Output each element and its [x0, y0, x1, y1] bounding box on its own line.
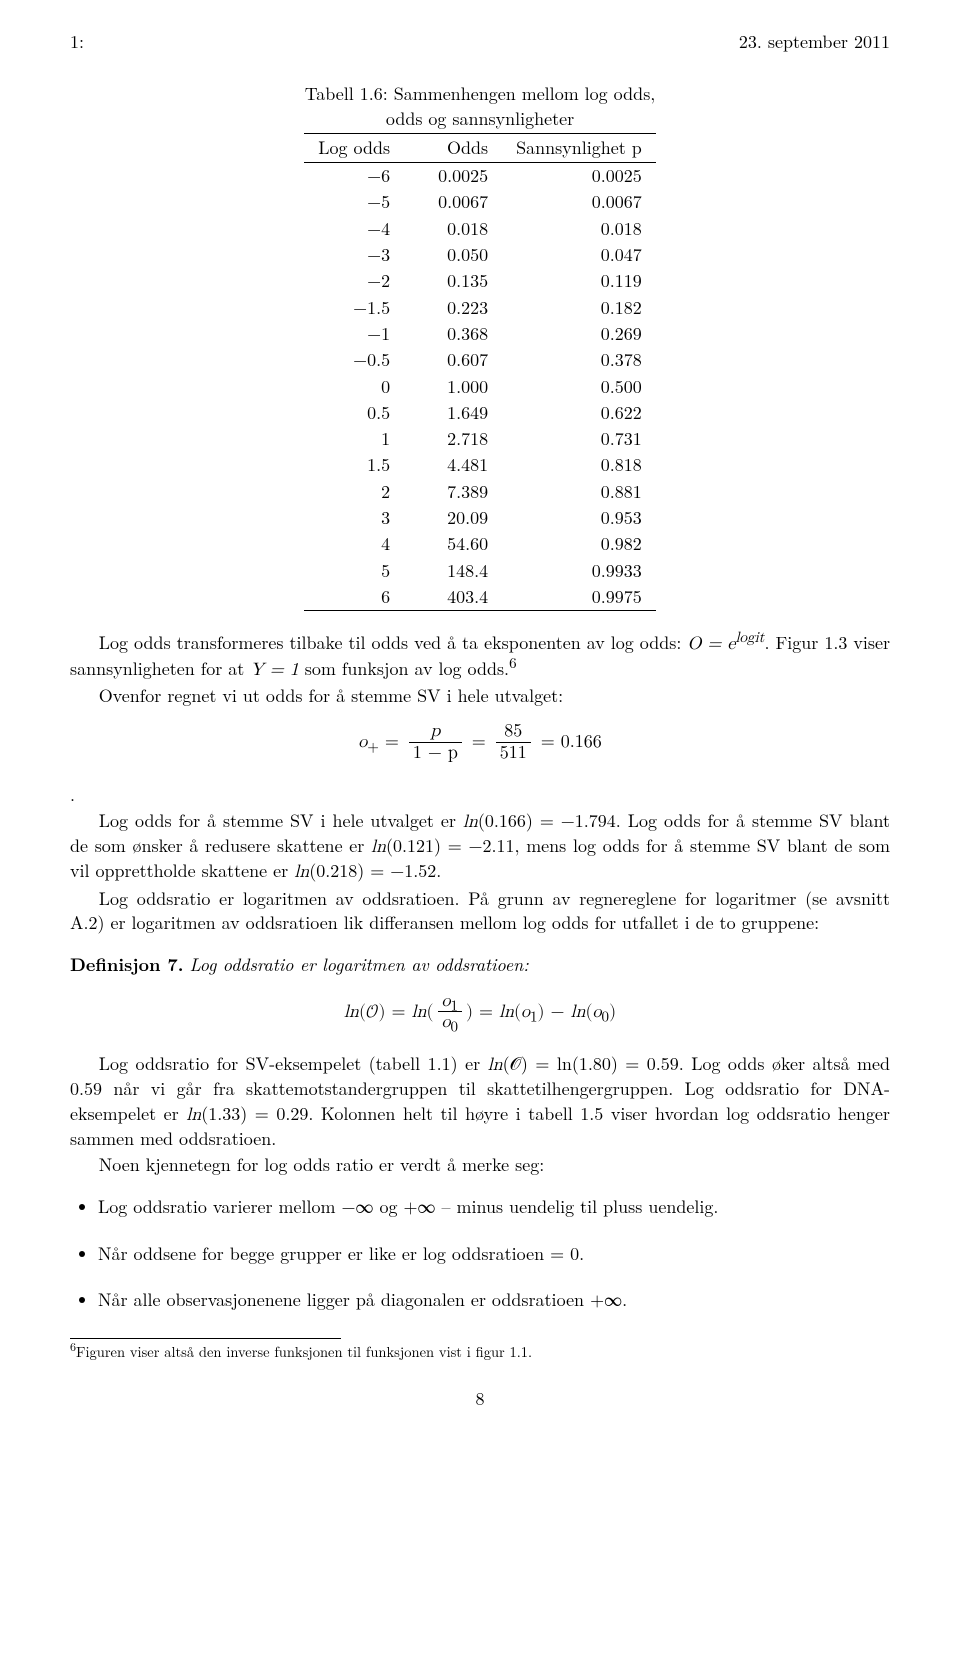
col-logodds: Log odds [304, 133, 404, 162]
table-cell: 403.4 [404, 584, 502, 611]
table-cell: 0.500 [502, 374, 656, 400]
paragraph-ovenfor: Ovenfor regnet vi ut odds for å stemme S… [70, 684, 890, 708]
list-item: Når oddsene for begge grupper er like er… [98, 1242, 890, 1266]
table-row: 6403.40.9975 [304, 584, 656, 611]
paragraph-sv-example: Log oddsratio for SV-eksempelet (tabell … [70, 1052, 890, 1151]
table-cell: −6 [304, 163, 404, 190]
table-cell: 4 [304, 531, 404, 557]
table-cell: −2 [304, 268, 404, 294]
table-cell: 0.018 [404, 216, 502, 242]
table-cell: 1.5 [304, 452, 404, 478]
paragraph-logodds-sv: Log odds for å stemme SV i hele utvalget… [70, 809, 890, 885]
footnote-6: 6Figuren viser altså den inverse funksjo… [70, 1343, 890, 1363]
table-cell: 1 [304, 426, 404, 452]
paragraph-logoddsratio: Log oddsratio er logaritmen av oddsratio… [70, 887, 890, 936]
table-cell: 2.718 [404, 426, 502, 452]
paragraph-kjennetegn: Noen kjennetegn for log odds ratio er ve… [70, 1153, 890, 1177]
paragraph-transform: Log odds transformeres tilbake til odds … [70, 631, 890, 682]
table-cell: −1.5 [304, 295, 404, 321]
table-row: −0.50.6070.378 [304, 347, 656, 373]
table-cell: 0.135 [404, 268, 502, 294]
table-cell: 0.378 [502, 347, 656, 373]
table-cell: 0.0067 [404, 189, 502, 215]
table-cell: 5 [304, 558, 404, 584]
table-cell: −4 [304, 216, 404, 242]
table-cell: 4.481 [404, 452, 502, 478]
table-row: 1.54.4810.818 [304, 452, 656, 478]
table-caption: Tabell 1.6: Sammenhengen mellom log odds… [304, 82, 656, 133]
footnote-rule [70, 1338, 341, 1339]
table-row: −20.1350.119 [304, 268, 656, 294]
list-item: Log oddsratio varierer mellom −∞ og +∞ –… [98, 1195, 890, 1219]
list-item: Når alle observasjonenene ligger på diag… [98, 1288, 890, 1312]
table-cell: 2 [304, 479, 404, 505]
table-cell: 0.881 [502, 479, 656, 505]
table-cell: 0.223 [404, 295, 502, 321]
table-cell: 3 [304, 505, 404, 531]
table-cell: −1 [304, 321, 404, 347]
col-prob: Sannsynlighet p [502, 133, 656, 162]
table-cell: 0.018 [502, 216, 656, 242]
table-cell: 0.368 [404, 321, 502, 347]
table-row: −40.0180.018 [304, 216, 656, 242]
header-right: 23. september 2011 [739, 30, 890, 54]
table-row: −1.50.2230.182 [304, 295, 656, 321]
table-cell: 0.0025 [404, 163, 502, 190]
bullet-list: Log oddsratio varierer mellom −∞ og +∞ –… [70, 1195, 890, 1312]
table-cell: −5 [304, 189, 404, 215]
page-header: 1: 23. september 2011 [70, 30, 890, 54]
table-cell: 20.09 [404, 505, 502, 531]
table-cell: 0.5 [304, 400, 404, 426]
table-row: −10.3680.269 [304, 321, 656, 347]
table-cell: 1.000 [404, 374, 502, 400]
table-cell: −3 [304, 242, 404, 268]
table-row: −60.00250.0025 [304, 163, 656, 190]
table-cell: 7.389 [404, 479, 502, 505]
table-cell: 0.182 [502, 295, 656, 321]
table-cell: 0.9975 [502, 584, 656, 611]
equation-period: . [70, 783, 890, 807]
table-cell: 0.607 [404, 347, 502, 373]
table-cell: 0.119 [502, 268, 656, 294]
table-cell: 6 [304, 584, 404, 611]
table-cell: 0.818 [502, 452, 656, 478]
table-cell: 0.0025 [502, 163, 656, 190]
col-odds: Odds [404, 133, 502, 162]
table-row: 454.600.982 [304, 531, 656, 557]
table-row: 0.51.6490.622 [304, 400, 656, 426]
table-cell: 0.0067 [502, 189, 656, 215]
table-row: 01.0000.500 [304, 374, 656, 400]
table-cell: 0.731 [502, 426, 656, 452]
table-cell: 0.047 [502, 242, 656, 268]
table-header-row: Log odds Odds Sannsynlighet p [304, 133, 656, 162]
table-cell: 0.622 [502, 400, 656, 426]
equation-odds: o+ = p1 − p = 85511 = 0.166 [70, 722, 890, 764]
table-logodds: Tabell 1.6: Sammenhengen mellom log odds… [304, 82, 656, 611]
footnote-ref-6: 6 [509, 652, 517, 673]
table-cell: 0.982 [502, 531, 656, 557]
table-cell: 0.269 [502, 321, 656, 347]
table-row: 27.3890.881 [304, 479, 656, 505]
table-cell: 148.4 [404, 558, 502, 584]
table-row: −50.00670.0067 [304, 189, 656, 215]
table-cell: 1.649 [404, 400, 502, 426]
definition-7: Definisjon 7. Log oddsratio er logaritme… [70, 953, 890, 977]
header-left: 1: [70, 30, 84, 54]
table-cell: 54.60 [404, 531, 502, 557]
table-cell: 0.9933 [502, 558, 656, 584]
table-row: 5148.40.9933 [304, 558, 656, 584]
page-number: 8 [70, 1387, 890, 1411]
table-cell: 0.953 [502, 505, 656, 531]
equation-ln-oddsratio: ln(𝒪) = ln(o1o0) = ln(o1) − ln(o0) [70, 992, 890, 1034]
table-cell: −0.5 [304, 347, 404, 373]
table-row: 320.090.953 [304, 505, 656, 531]
table-cell: 0.050 [404, 242, 502, 268]
table-row: 12.7180.731 [304, 426, 656, 452]
table-cell: 0 [304, 374, 404, 400]
table-row: −30.0500.047 [304, 242, 656, 268]
